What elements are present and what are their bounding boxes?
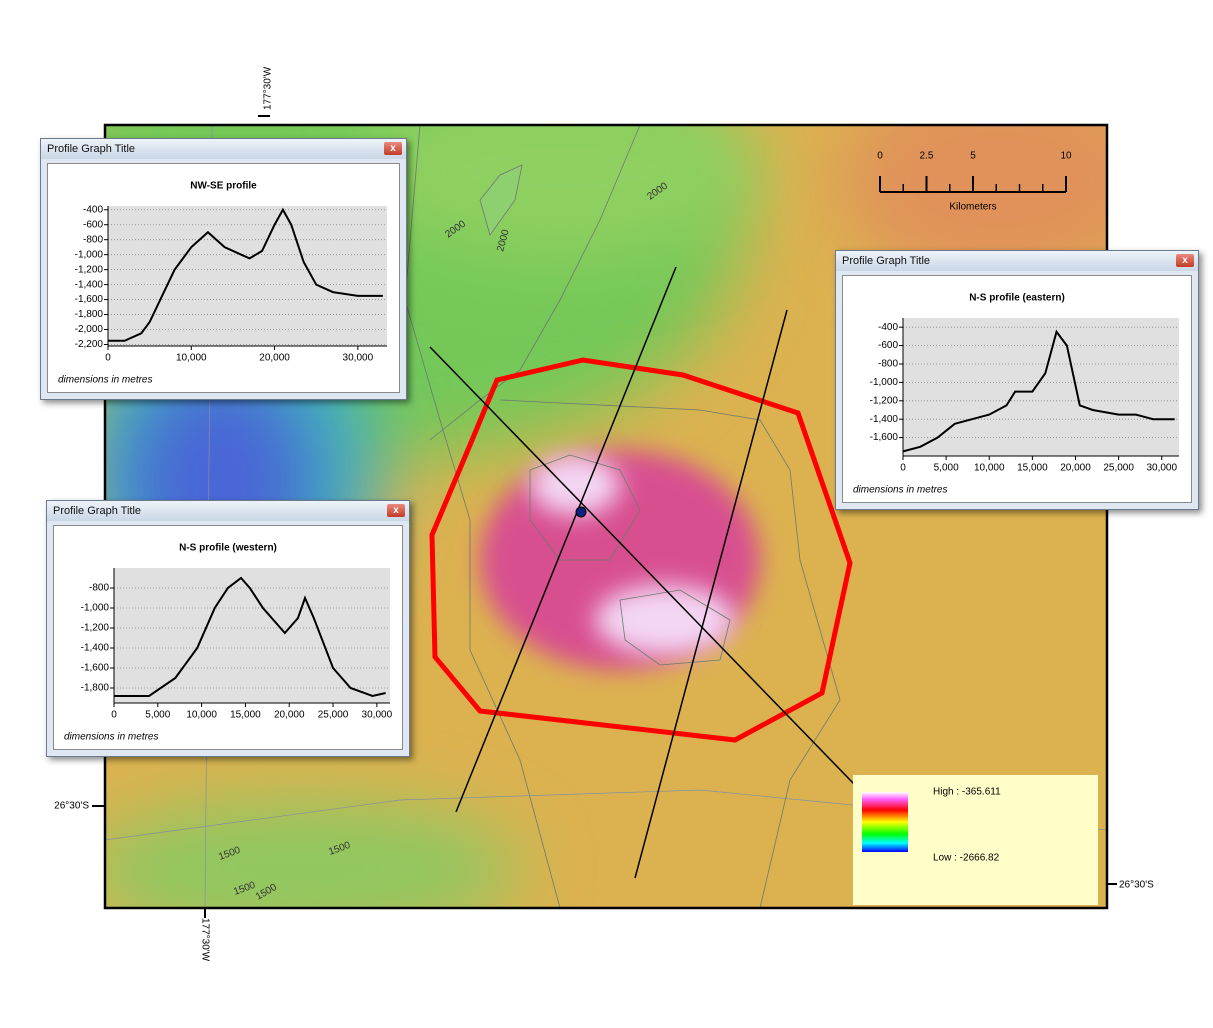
y-tick-label: -800 [83,234,103,245]
y-tick-label: -1,000 [75,249,104,260]
x-tick-label: 10,000 [176,353,207,364]
x-tick-label: 30,000 [343,353,374,364]
footnote: dimensions in metres [64,732,158,743]
x-tick-label: 25,000 [1103,463,1134,474]
profile-chart: N-S profile (eastern) -400 -600 -800 -1,000 -… [843,276,1191,502]
x-tick-label: 5,000 [934,463,959,474]
chart-title: N-S profile (western) [179,543,277,554]
x-tick-label: 10,000 [186,710,217,721]
title-bar: Profile Graph Title x [41,139,406,159]
x-tick-label: 15,000 [1017,463,1048,474]
y-tick-label: -1,600 [870,432,899,443]
longitude-label: 177°30'W [263,66,274,110]
x-tick-label: 0 [900,463,906,474]
x-tick-label: 20,000 [1060,463,1091,474]
x-tick-label: 30,000 [362,710,393,721]
y-tick-label: -1,400 [75,279,104,290]
legend: High : -365.611 Low : -2666.82 [853,775,1098,905]
y-tick-label: -1,200 [75,264,104,275]
y-tick-label: -400 [83,204,103,215]
profile-window: Profile Graph Title x NW-SE profile -400 -6… [40,138,407,400]
y-tick-label: -400 [878,322,898,333]
x-tick-label: 0 [105,353,111,364]
page: 2000 2000 2000 1500 1500 1500 1500 177°3… [0,0,1213,1028]
x-tick-label: 20,000 [259,353,290,364]
latitude-label: 26°30'S [54,801,89,812]
x-tick-label: 25,000 [318,710,349,721]
y-tick-label: -1,600 [75,294,104,305]
legend-high: High : -365.611 [933,787,1001,798]
chart-title: NW-SE profile [190,181,257,192]
footnote: dimensions in metres [853,485,947,496]
longitude-label: 177°30'W [199,918,210,962]
title-bar: Profile Graph Title x [836,251,1198,271]
title-bar: Profile Graph Title x [47,501,409,521]
x-tick-label: 15,000 [230,710,261,721]
window-title: Profile Graph Title [53,505,141,517]
y-tick-label: -800 [89,583,109,594]
color-ramp [862,792,908,852]
x-tick-label: 30,000 [1146,463,1177,474]
y-tick-label: -1,800 [75,309,104,320]
y-tick-label: -1,800 [81,683,110,694]
y-tick-label: -1,600 [81,663,110,674]
scale-unit: Kilometers [949,202,996,213]
window-title: Profile Graph Title [842,255,930,267]
x-tick-label: 10,000 [974,463,1005,474]
y-tick-label: -2,000 [75,324,104,335]
x-tick-label: 20,000 [274,710,305,721]
close-button[interactable]: x [384,142,402,155]
legend-low: Low : -2666.82 [933,853,1000,864]
profile-chart: NW-SE profile -400 -600 -800 -1,000 -1,200 -1,… [48,164,399,392]
x-tick-label: 0 [111,710,117,721]
scale-label: 0 [877,151,883,162]
x-tick-label: 5,000 [145,710,170,721]
footnote: dimensions in metres [58,375,152,386]
point-marker [576,507,586,517]
plot-area [903,318,1179,456]
profile-window: Profile Graph Title x N-S profile (easter… [835,250,1199,510]
y-tick-label: -600 [878,340,898,351]
close-button[interactable]: x [387,504,405,517]
y-tick-label: -1,200 [870,395,899,406]
y-tick-label: -1,400 [870,414,899,425]
profile-window: Profile Graph Title x N-S profile (wester… [46,500,410,757]
latitude-label: 26°30'S [1119,880,1154,891]
plot-area [108,206,387,346]
scale-label: 5 [970,151,976,162]
window-title: Profile Graph Title [47,143,135,155]
y-tick-label: -2,200 [75,339,104,350]
y-tick-label: -1,200 [81,623,110,634]
y-tick-label: -1,000 [81,603,110,614]
y-tick-label: -1,400 [81,643,110,654]
close-button[interactable]: x [1176,254,1194,267]
y-tick-label: -1,000 [870,377,899,388]
y-tick-label: -800 [878,359,898,370]
scale-label: 10 [1060,151,1072,162]
profile-chart: N-S profile (western) -800 -1,000 -1,200 -1,… [54,526,402,749]
scale-label: 2.5 [920,151,934,162]
y-tick-label: -600 [83,219,103,230]
chart-title: N-S profile (eastern) [969,293,1065,304]
